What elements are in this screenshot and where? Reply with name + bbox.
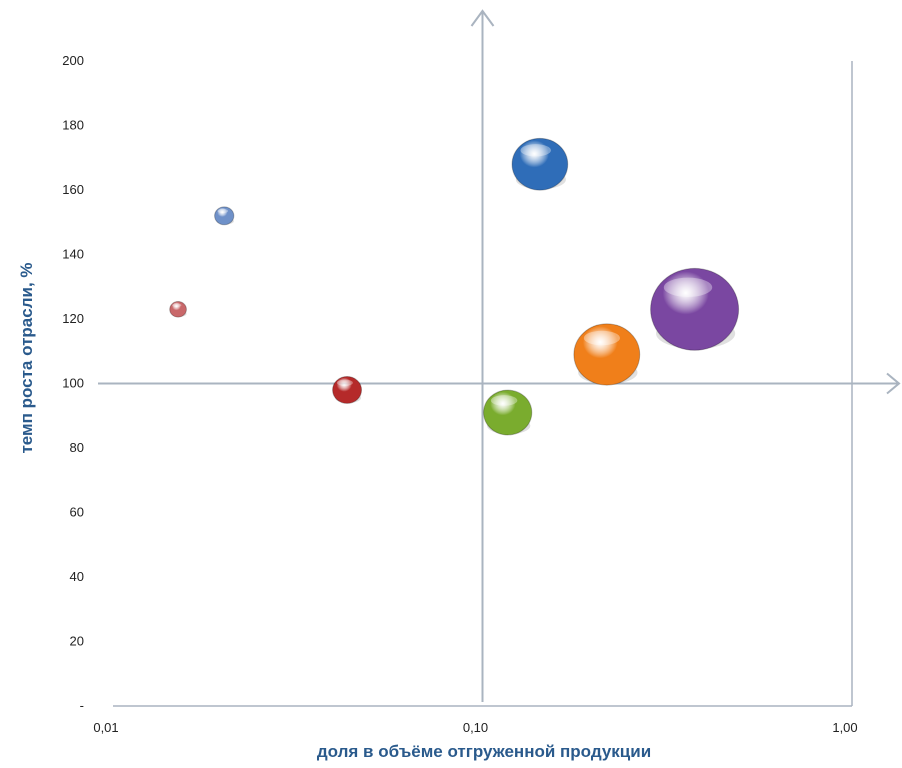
y-axis-title: темп роста отрасли, %: [17, 262, 36, 453]
y-tick-label: 100: [62, 376, 84, 391]
bubble: [332, 376, 363, 404]
bubble: [650, 267, 740, 351]
x-axis-ticks: 0,01 0,10 1,00: [93, 720, 857, 735]
y-axis-ticks: - 20 40 60 80 100 120 140 160 180 200: [62, 53, 84, 713]
bubble-highlight: [172, 303, 182, 307]
y-tick-label: -: [80, 698, 84, 713]
bubble-highlight: [336, 379, 353, 386]
bubble-highlight: [583, 330, 620, 346]
y-tick-label: 40: [70, 569, 84, 584]
bubble-highlight: [217, 208, 229, 214]
bubble: [573, 323, 641, 386]
bubble-highlight: [520, 144, 552, 157]
y-tick-label: 200: [62, 53, 84, 68]
quadrant-axes: [98, 9, 901, 702]
bubble-highlight: [490, 395, 518, 406]
y-tick-label: 180: [62, 118, 84, 133]
y-tick-label: 120: [62, 311, 84, 326]
x-tick-label: 0,10: [463, 720, 488, 735]
bubble: [483, 389, 533, 436]
vertical-arrowhead: [470, 9, 495, 27]
bubble: [214, 206, 235, 226]
bubble: [511, 137, 569, 191]
x-tick-label: 0,01: [93, 720, 118, 735]
x-axis-title: доля в объёме отгруженной продукции: [317, 742, 651, 761]
bubbles: [169, 137, 740, 436]
y-tick-label: 160: [62, 182, 84, 197]
y-tick-label: 80: [70, 440, 84, 455]
bubble-highlight: [663, 277, 713, 298]
y-tick-label: 60: [70, 505, 84, 520]
horizontal-arrowhead: [886, 372, 901, 395]
y-tick-label: 140: [62, 247, 84, 262]
x-tick-label: 1,00: [832, 720, 857, 735]
bubble: [169, 301, 187, 318]
y-tick-label: 20: [70, 634, 84, 649]
